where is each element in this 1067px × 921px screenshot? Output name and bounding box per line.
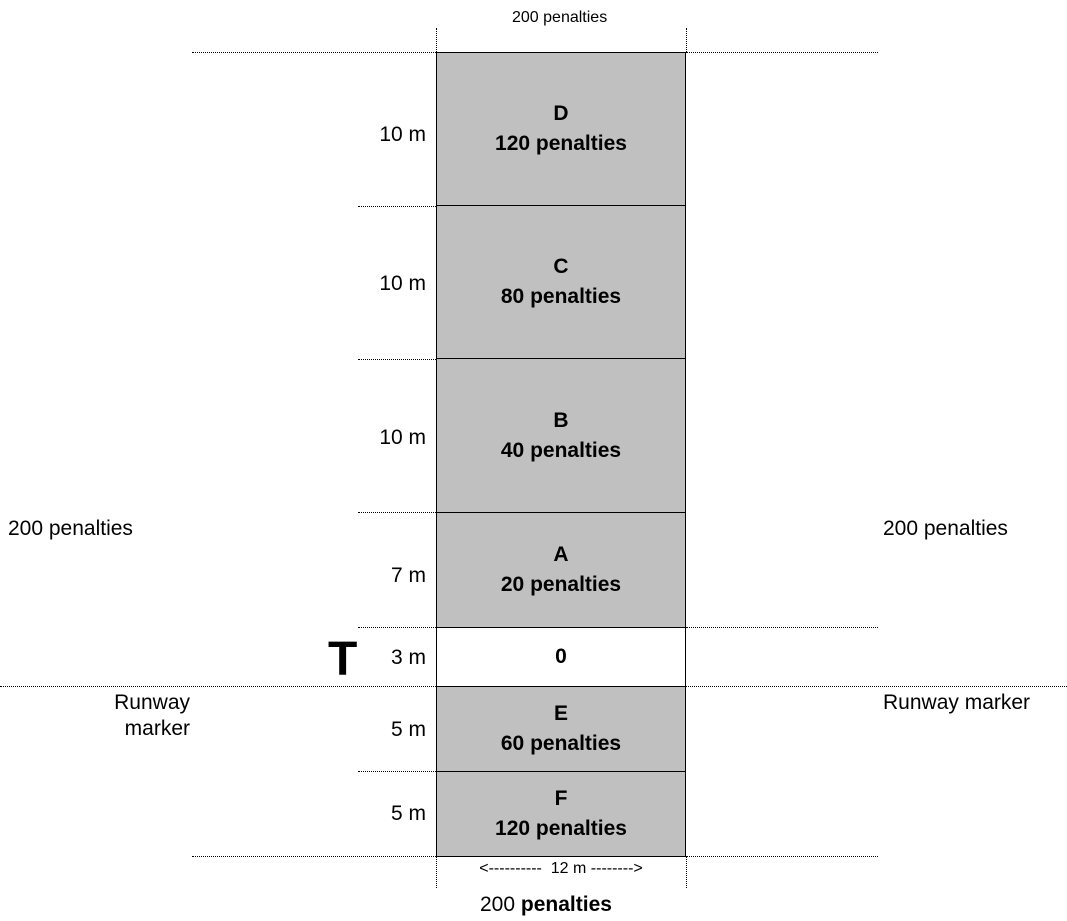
runway-marker-line-left <box>0 686 436 687</box>
zone-target-letter: 0 <box>555 645 567 668</box>
top-boundary-left <box>192 52 436 53</box>
zone-d-penalty: 120 penalties <box>495 132 627 155</box>
zone-a-letter: A <box>553 543 569 566</box>
zone-divider-dc <box>358 206 436 207</box>
zone-divider-cb <box>358 359 436 360</box>
distance-label-f: 5 m <box>390 802 426 825</box>
top-penalty-label: 200 penalties <box>512 9 608 26</box>
zone-divider-a0-left <box>358 627 436 628</box>
runway-marker-left-line1: Runway <box>114 691 190 714</box>
runway-marker-left: Runway marker <box>60 690 190 742</box>
distance-label-d: 10 m <box>379 123 426 146</box>
bottom-penalty-label: 200 penalties <box>480 892 612 918</box>
runway-marker-line-right <box>686 686 1067 687</box>
zone-divider-ef <box>358 771 436 772</box>
zone-d: D 120 penalties <box>436 52 686 206</box>
distance-label-a: 7 m <box>390 564 426 587</box>
zone-a-penalty: 20 penalties <box>500 573 622 596</box>
zone-divider-a0-right <box>686 627 878 628</box>
distance-label-b: 10 m <box>379 426 426 449</box>
runway-marker-left-line2: marker <box>124 717 190 740</box>
zone-a: A 20 penalties <box>436 512 686 628</box>
zone-f: F 120 penalties <box>436 771 686 857</box>
distance-label-e: 5 m <box>390 718 426 741</box>
right-penalty-label: 200 penalties <box>883 517 1008 540</box>
top-left-guide <box>436 28 437 52</box>
bottom-boundary-right <box>686 856 878 857</box>
left-penalty-label: 200 penalties <box>8 517 133 540</box>
top-right-guide <box>686 28 687 52</box>
zone-e-penalty: 60 penalties <box>500 732 622 755</box>
bottom-penalty-unit: penalties <box>520 893 612 916</box>
distance-label-target: 3 m <box>390 646 426 669</box>
zone-f-penalty: 120 penalties <box>495 817 627 840</box>
zone-b-letter: B <box>553 408 569 432</box>
zone-c-penalty: 80 penalties <box>500 285 622 308</box>
zone-f-letter: F <box>554 787 568 810</box>
touchdown-t-marker: T <box>328 633 358 686</box>
zone-target: 0 <box>436 627 686 687</box>
zone-c-letter: C <box>553 255 569 278</box>
zone-e: E 60 penalties <box>436 686 686 772</box>
zone-e-letter: E <box>553 702 568 725</box>
distance-label-c: 10 m <box>379 272 426 295</box>
bottom-left-guide <box>436 856 437 888</box>
zone-d-letter: D <box>553 102 569 125</box>
width-dimension-label: <---------- 12 m --------> <box>479 860 643 877</box>
zone-divider-ba <box>358 512 436 513</box>
top-boundary-right <box>686 52 878 53</box>
runway-marker-right: Runway marker <box>883 691 1031 714</box>
bottom-penalty-value: 200 <box>480 893 516 916</box>
zone-b: B 40 penalties <box>436 358 686 513</box>
zone-b-penalty: 40 penalties <box>500 438 622 462</box>
zone-c: C 80 penalties <box>436 205 686 359</box>
bottom-boundary-left <box>192 856 436 857</box>
bottom-right-guide <box>686 856 687 888</box>
